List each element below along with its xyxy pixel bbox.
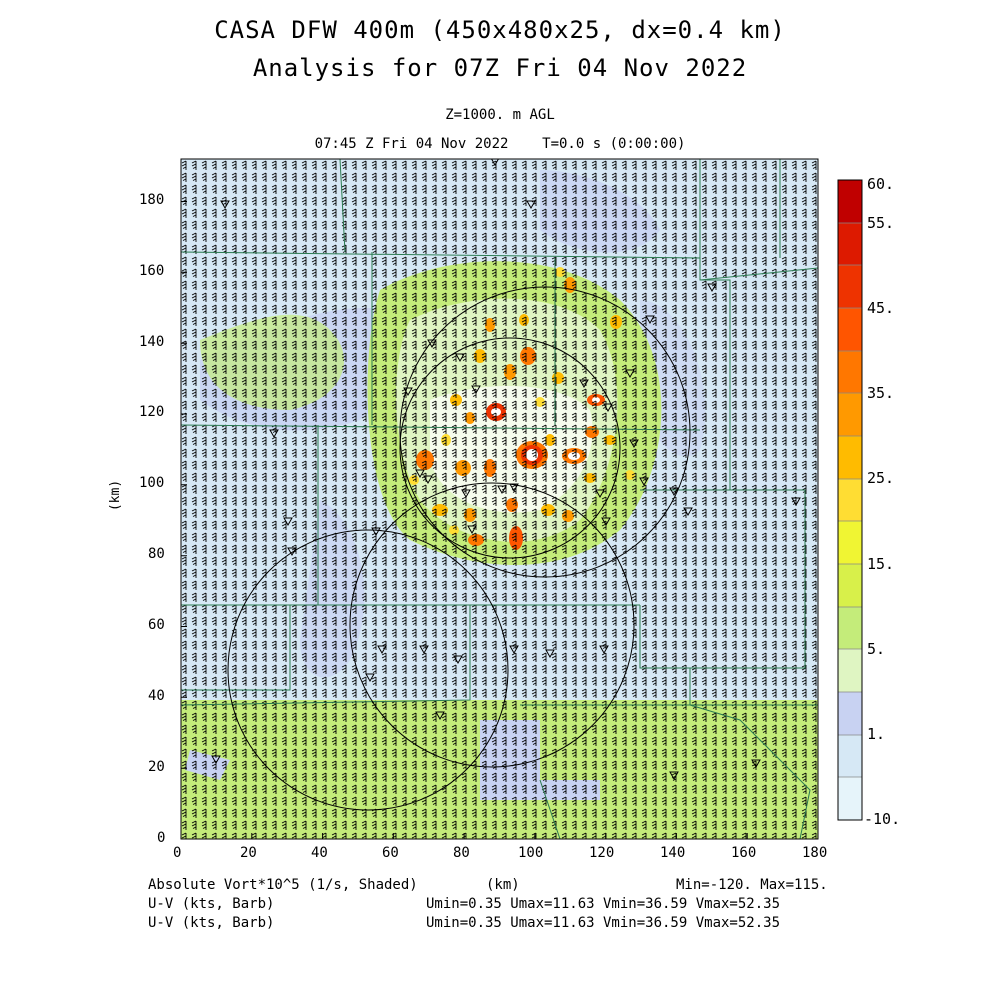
colorbar-label: 25.	[867, 469, 895, 487]
minmax-label: Min=-120. Max=115.	[676, 877, 828, 893]
colorbar-label: 15.	[867, 555, 895, 573]
y-tick-label: 20	[148, 759, 165, 775]
x-tick-label: 60	[382, 845, 399, 861]
x-tick-label: 40	[311, 845, 328, 861]
colorbar	[837, 179, 863, 821]
colorbar-label: 5.	[867, 640, 886, 658]
field-label: Absolute Vort*10^5 (1/s, Shaded)	[148, 877, 418, 893]
level-label: Z=1000. m AGL	[445, 107, 555, 123]
valid-time-label: 07:45 Z Fri 04 Nov 2022 T=0.0 s (0:00:00…	[314, 136, 686, 152]
x-tick-label: 0	[173, 845, 182, 861]
x-tick-label: 20	[240, 845, 257, 861]
station-markers	[211, 159, 801, 781]
x-tick-label: 180	[802, 845, 828, 861]
y-tick-label: 160	[139, 263, 165, 279]
x-tick-label: 160	[731, 845, 757, 861]
county-boundaries	[181, 159, 818, 839]
barb-label-1: U-V (kts, Barb)	[148, 896, 275, 912]
colorbar-label: 1.	[867, 725, 886, 743]
y-tick-label: 60	[148, 617, 165, 633]
y-tick-label: 120	[139, 404, 165, 420]
title-line-2: Analysis for 07Z Fri 04 Nov 2022	[252, 54, 748, 82]
x-tick-label: 140	[660, 845, 686, 861]
x-tick-label: 120	[589, 845, 615, 861]
colorbar-label: -10.	[864, 810, 901, 828]
y-tick-label: 0	[157, 830, 166, 846]
barb-label-2: U-V (kts, Barb)	[148, 915, 275, 931]
radar-range-rings	[227, 286, 691, 811]
y-tick-label: 180	[139, 192, 165, 208]
x-tick-label: 100	[518, 845, 544, 861]
y-tick-label: 100	[139, 475, 165, 491]
colorbar-label: 35.	[867, 384, 895, 402]
wind-barb-field	[181, 159, 818, 839]
barb-stats-2: Umin=0.35 Umax=11.63 Vmin=36.59 Vmax=52.…	[426, 915, 781, 931]
axis-ticks	[180, 201, 819, 840]
barb-stats-1: Umin=0.35 Umax=11.63 Vmin=36.59 Vmax=52.…	[426, 896, 781, 912]
x-axis-label: (km)	[486, 877, 520, 893]
title-line-1: CASA DFW 400m (450x480x25, dx=0.4 km)	[214, 16, 786, 44]
colorbar-label: 55.	[867, 214, 895, 232]
y-tick-label: 140	[139, 334, 165, 350]
vorticity-shading	[181, 159, 818, 839]
colorbar-label: 60.	[867, 175, 895, 193]
y-tick-label: 80	[148, 546, 165, 562]
y-tick-label: 40	[148, 688, 165, 704]
y-axis-label: (km)	[108, 479, 124, 512]
plot-frame	[180, 158, 819, 840]
colorbar-label: 45.	[867, 299, 895, 317]
x-tick-label: 80	[453, 845, 470, 861]
